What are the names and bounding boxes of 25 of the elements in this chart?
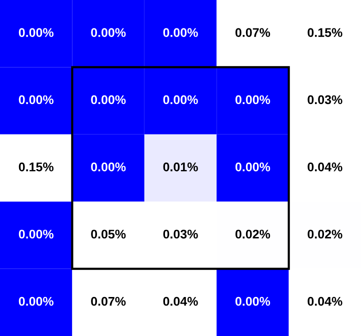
data-label: 0.00% (91, 162, 126, 172)
data-label: 0.03% (308, 95, 342, 104)
data-label: 0.00% (163, 95, 198, 104)
data-label: 0.15% (18, 162, 54, 172)
data-label: 0.04% (163, 296, 198, 306)
data-label: 0.03% (163, 230, 198, 239)
data-label: 0.00% (18, 230, 54, 239)
data-label: 0.00% (235, 162, 270, 172)
data-label: 0.02% (235, 230, 270, 239)
data-label: 0.05% (91, 230, 126, 239)
data-label: 0.02% (308, 230, 342, 239)
data-label: 0.00% (235, 95, 270, 104)
data-label: 0.04% (308, 296, 342, 306)
data-label: 0.15% (308, 28, 342, 37)
data-label: 0.01% (163, 162, 198, 172)
data-label: 0.00% (18, 95, 54, 104)
data-label: 0.00% (235, 296, 270, 306)
data-label: 0.04% (308, 162, 342, 172)
data-label: 0.00% (91, 28, 126, 37)
data-label: 0.00% (18, 28, 54, 37)
data-label: 0.00% (18, 296, 54, 306)
data-label: 0.07% (91, 296, 126, 306)
data-label: 0.07% (235, 28, 270, 37)
data-label: 0.00% (91, 95, 126, 104)
data-label: 0.00% (163, 28, 198, 37)
